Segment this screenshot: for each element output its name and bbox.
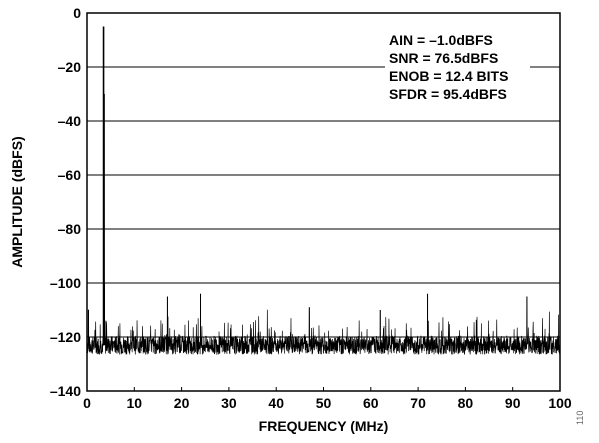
annotation-line: ENOB = 12.4 BITS (389, 68, 508, 84)
x-tick-labels: 0 10 20 30 40 50 60 70 80 90 100 (83, 387, 572, 411)
y-tick-label: –40 (58, 113, 82, 129)
x-tick-label: 100 (548, 395, 572, 411)
y-tick-label: 0 (73, 5, 81, 21)
annotation-line: SNR = 76.5dBFS (389, 50, 498, 66)
x-tick-label: 70 (410, 395, 426, 411)
x-tick-label: 10 (127, 395, 143, 411)
y-tick-label: –140 (50, 383, 81, 399)
annotation-background (385, 31, 530, 107)
y-tick-label: –120 (50, 329, 81, 345)
x-tick-label: 0 (83, 395, 91, 411)
x-axis-label: FREQUENCY (MHz) (259, 418, 389, 434)
spectrum-line (86, 26, 561, 356)
annotation-box: AIN = –1.0dBFS SNR = 76.5dBFS ENOB = 12.4 … (385, 31, 530, 107)
y-axis-label: AMPLITUDE (dBFS) (9, 136, 25, 267)
y-tick-label: –80 (58, 221, 82, 237)
annotation-line: AIN = –1.0dBFS (389, 32, 493, 48)
x-tick-label: 50 (316, 395, 332, 411)
x-tick-label: 20 (174, 395, 190, 411)
annotation-line: SFDR = 95.4dBFS (389, 86, 507, 102)
x-tick-label: 60 (363, 395, 379, 411)
x-tick-label: 30 (221, 395, 237, 411)
gridlines (87, 66, 560, 338)
y-tick-label: –100 (50, 275, 81, 291)
spectrum-trace (86, 26, 561, 356)
x-tick-label: 80 (458, 395, 474, 411)
x-tick-label: 40 (268, 395, 284, 411)
y-tick-label: –20 (58, 59, 82, 75)
x-tick-label: 90 (505, 395, 521, 411)
figure-number: 110 (575, 411, 585, 425)
y-tick-label: –60 (58, 167, 82, 183)
y-tick-labels: 0 –20 –40 –60 –80 –100 –120 –140 (50, 5, 81, 399)
